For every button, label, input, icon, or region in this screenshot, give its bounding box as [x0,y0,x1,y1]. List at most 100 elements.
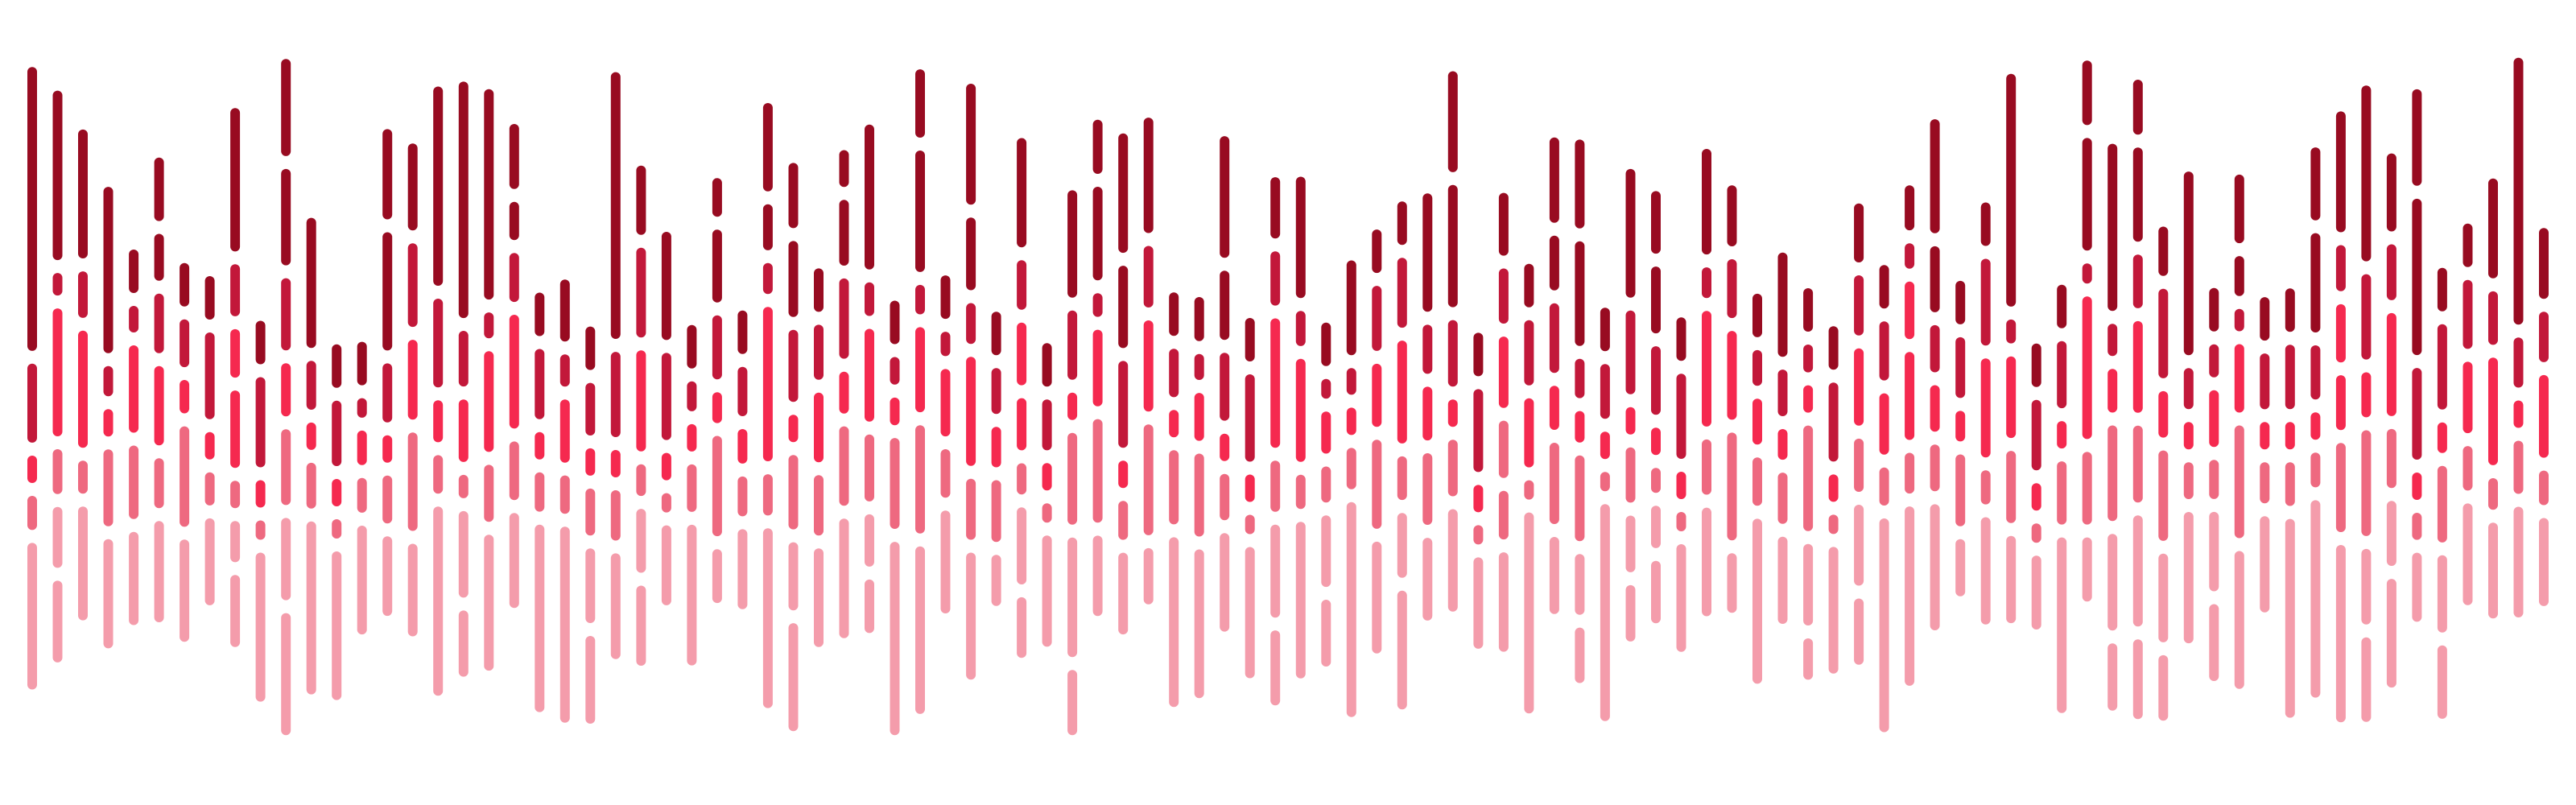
bar-segment [712,392,722,423]
bar-segment [865,579,874,634]
bar-segment [2234,308,2244,332]
bar-segment [865,434,874,502]
bar-segment [1980,517,1991,625]
bar-segment [1854,203,1864,262]
bar-segment [915,151,925,272]
bar-segment [1879,265,1889,309]
bar-segment [940,332,951,357]
bar-segment [103,187,114,353]
bar-segment [2234,256,2244,296]
bar-segment [204,431,215,460]
bar-segment [687,381,697,411]
bar-segment [1676,317,1686,361]
bar-segment [1727,553,1737,613]
bar-segment [1321,378,1331,399]
bar-segment [1854,505,1864,586]
bar-segment [1575,627,1585,683]
bar-segment [2158,553,2169,642]
bar-segment [2513,440,2524,494]
bar-segment [788,455,799,530]
bar-segment [1575,358,1585,398]
bar-segment [1372,286,1382,351]
bar-segment [52,308,63,436]
bar-segment [2285,462,2295,506]
bar-segment [484,535,494,671]
bar-segment [1169,292,1179,336]
bar-segment [940,275,951,320]
bar-segment [407,543,418,637]
bar-segment [1220,473,1230,521]
bar-segment [1955,411,1966,442]
bar-segment [2437,422,2447,453]
bar-segment [255,520,266,540]
bar-segment [814,268,824,312]
bar-segment [129,306,139,332]
bar-segment [1067,392,1078,420]
bar-segment [2539,374,2549,458]
bar-segment [1473,525,1484,545]
bar-segment [661,353,671,440]
bar-segment [915,546,925,714]
bar-segment [103,539,114,649]
bar-segment [1752,457,1762,506]
bar-segment [2107,143,2118,312]
bar-segment [2158,450,2169,541]
bar-segment [180,426,190,527]
bar-segment [306,521,316,695]
bar-segment [52,506,63,568]
bar-segment [1346,502,1356,717]
bar-segment [1879,393,1889,455]
bar-segment [1245,547,1255,679]
bar-segment [940,369,951,437]
bar-segment [2437,465,2447,543]
bar-segment [1625,447,1636,503]
bar-segment [2006,73,2017,307]
bar-segment [2462,503,2473,605]
bar-segment [585,326,596,370]
bar-segment [1625,584,1636,642]
bar-segment [1295,358,1306,462]
bar-segment [1017,463,1027,495]
bar-segment [1549,537,1559,614]
bar-segment [1676,544,1686,652]
bar-segment [1067,537,1078,658]
bar-segment [991,312,1001,356]
bar-segment [382,475,393,524]
bar-segment [484,351,494,452]
bar-segment [230,390,241,469]
bar-segment [230,264,241,316]
bar-segment [966,303,976,345]
bar-segment [788,241,799,317]
bar-segment [78,271,88,318]
bar-segment [1473,557,1484,649]
bar-segment [762,262,773,295]
bar-segment [1295,522,1306,679]
bar-segment [1879,321,1889,381]
bar-segment [357,430,367,465]
bar-segment [1397,590,1407,710]
bar-segment [2183,462,2194,499]
bar-segment [458,610,469,677]
bar-segment [1777,369,1788,416]
bar-segment [1118,552,1129,635]
bar-segment [1828,514,1839,535]
bar-segment [306,462,316,509]
bar-segment [484,464,494,522]
bar-segment [1702,311,1711,427]
bar-segment [1270,251,1281,306]
bar-segment [357,398,367,418]
bar-segment [737,476,748,517]
bar-segment [1017,398,1027,451]
bar-segment [2513,337,2524,388]
bar-segment [2361,548,2372,625]
bar-segment [865,328,874,422]
bar-segment [509,253,519,303]
bar-segment [2412,473,2422,500]
bar-segment [559,279,570,342]
bar-segment [78,506,88,621]
bar-segment [991,480,1001,543]
bar-segment [332,519,342,539]
bar-segment [2462,446,2473,491]
bar-segment [610,72,621,339]
